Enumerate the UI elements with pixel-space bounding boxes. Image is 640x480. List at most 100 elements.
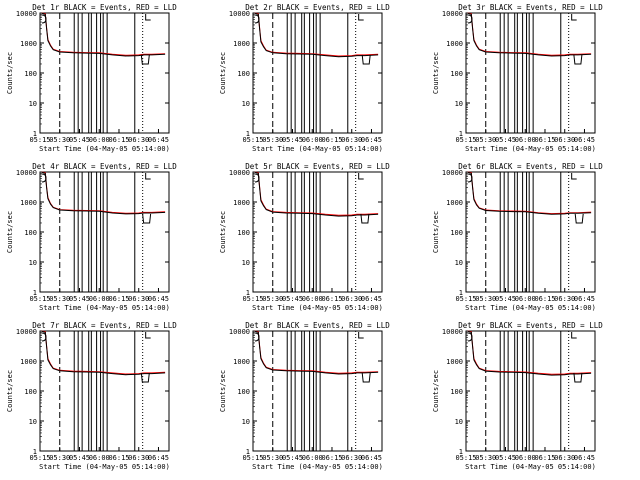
events-dip <box>361 372 371 383</box>
y-tick-label: 1 <box>246 289 250 297</box>
series-line-events <box>467 171 592 215</box>
y-tick-label: 1 <box>459 448 463 456</box>
y-tick-label: 1 <box>246 448 250 456</box>
x-tick-label: 06:30 <box>128 136 149 144</box>
x-tick-label: 06:45 <box>148 295 169 303</box>
y-tick-label: 10000 <box>442 328 463 336</box>
x-tick-label: 05:15 <box>242 295 263 303</box>
y-tick-label: 10000 <box>229 328 250 336</box>
chart-title: Det 2r BLACK = Events, RED = LLD <box>245 3 390 12</box>
y-tick-label: 1 <box>246 130 250 138</box>
y-tick-label: 10 <box>242 259 250 267</box>
x-tick-label: 05:45 <box>282 136 303 144</box>
x-axis-label: Start Time (04-May-05 05:14:00) <box>252 463 383 471</box>
x-tick-label: 05:30 <box>475 136 496 144</box>
x-axis-label: Start Time (04-May-05 05:14:00) <box>39 145 170 153</box>
y-tick-label: 10 <box>29 259 37 267</box>
x-tick-label: 06:45 <box>148 454 169 462</box>
x-tick-label: 06:30 <box>554 136 575 144</box>
chart-title: Det 5r BLACK = Events, RED = LLD <box>245 162 390 171</box>
y-tick-label: 1 <box>459 289 463 297</box>
events-dip <box>574 213 584 224</box>
y-tick-label: 10000 <box>229 169 250 177</box>
x-tick-label: 05:30 <box>262 295 283 303</box>
x-tick-label: 06:00 <box>302 136 323 144</box>
y-tick-label: 10000 <box>16 169 37 177</box>
x-tick-label: 05:15 <box>29 295 50 303</box>
x-tick-label: 06:15 <box>534 136 555 144</box>
left-corner-glyph <box>41 173 47 183</box>
chart-title: Det 3r BLACK = Events, RED = LLD <box>458 3 603 12</box>
y-tick-label: 1 <box>33 448 37 456</box>
x-axis-label: Start Time (04-May-05 05:14:00) <box>39 463 170 471</box>
y-tick-label: 100 <box>237 388 250 396</box>
y-tick-label: 1 <box>459 130 463 138</box>
chart-panel-5: Det 5r BLACK = Events, RED = LLD 1 10 100 10… <box>219 162 390 312</box>
series-line-events <box>254 330 379 375</box>
x-tick-label: 06:30 <box>341 454 362 462</box>
y-tick-label: 100 <box>450 388 463 396</box>
left-corner-glyph <box>41 14 47 24</box>
chart-panel-3: Det 3r BLACK = Events, RED = LLD 1 10 100 10… <box>432 3 603 153</box>
y-tick-label: 1000 <box>233 199 250 207</box>
right-corner-glyph <box>358 14 364 21</box>
x-tick-label: 06:30 <box>341 295 362 303</box>
x-axis-label: Start Time (04-May-05 05:14:00) <box>252 145 383 153</box>
y-tick-label: 1000 <box>20 199 37 207</box>
y-tick-label: 10 <box>29 100 37 108</box>
x-tick-label: 06:30 <box>341 136 362 144</box>
left-corner-glyph <box>41 332 47 342</box>
x-tick-label: 05:15 <box>455 295 476 303</box>
chart-panel-2: Det 2r BLACK = Events, RED = LLD 1 10 100 10… <box>219 3 390 153</box>
y-axis-label: Counts/sec <box>432 52 440 94</box>
x-tick-label: 05:30 <box>262 454 283 462</box>
chart-panel-9: Det 9r BLACK = Events, RED = LLD 1 10 100 10… <box>432 321 603 471</box>
x-tick-label: 05:30 <box>262 136 283 144</box>
x-tick-label: 06:45 <box>148 136 169 144</box>
chart-panel-6: Det 6r BLACK = Events, RED = LLD 1 10 100 10… <box>432 162 603 312</box>
y-tick-label: 10 <box>455 418 463 426</box>
x-tick-label: 05:15 <box>242 454 263 462</box>
series-line-events <box>41 171 166 215</box>
events-dip <box>140 54 150 65</box>
x-tick-label: 06:00 <box>89 454 110 462</box>
left-corner-glyph <box>467 173 473 183</box>
x-tick-label: 06:45 <box>574 136 595 144</box>
y-tick-label: 1 <box>33 289 37 297</box>
chart-title: Det 8r BLACK = Events, RED = LLD <box>245 321 390 330</box>
x-tick-label: 06:00 <box>89 136 110 144</box>
right-corner-glyph <box>358 173 364 180</box>
x-tick-label: 06:15 <box>321 454 342 462</box>
left-corner-glyph <box>254 14 260 24</box>
right-corner-glyph <box>571 173 577 180</box>
y-tick-label: 10 <box>29 418 37 426</box>
right-corner-glyph <box>571 14 577 21</box>
events-dip <box>140 372 150 383</box>
x-tick-label: 05:45 <box>282 295 303 303</box>
x-axis-label: Start Time (04-May-05 05:14:00) <box>465 304 596 312</box>
chart-title: Det 1r BLACK = Events, RED = LLD <box>32 3 177 12</box>
x-tick-label: 05:45 <box>495 295 516 303</box>
events-dip <box>360 213 370 224</box>
x-tick-label: 06:30 <box>128 454 149 462</box>
x-tick-label: 06:45 <box>361 295 382 303</box>
left-corner-glyph <box>254 332 260 342</box>
x-tick-label: 06:15 <box>534 295 555 303</box>
left-corner-glyph <box>254 173 260 183</box>
x-tick-label: 06:45 <box>361 136 382 144</box>
x-tick-label: 05:45 <box>69 136 90 144</box>
y-tick-label: 1000 <box>20 358 37 366</box>
y-tick-label: 1000 <box>20 40 37 48</box>
chart-title: Det 6r BLACK = Events, RED = LLD <box>458 162 603 171</box>
right-corner-glyph <box>571 332 577 339</box>
x-tick-label: 05:15 <box>29 454 50 462</box>
y-axis-label: Counts/sec <box>219 211 227 253</box>
y-axis-label: Counts/sec <box>432 370 440 412</box>
series-line-events <box>467 330 592 376</box>
y-tick-label: 100 <box>237 70 250 78</box>
y-tick-label: 10000 <box>442 169 463 177</box>
x-tick-label: 05:45 <box>282 454 303 462</box>
y-tick-label: 1000 <box>446 358 463 366</box>
x-tick-label: 05:30 <box>475 454 496 462</box>
